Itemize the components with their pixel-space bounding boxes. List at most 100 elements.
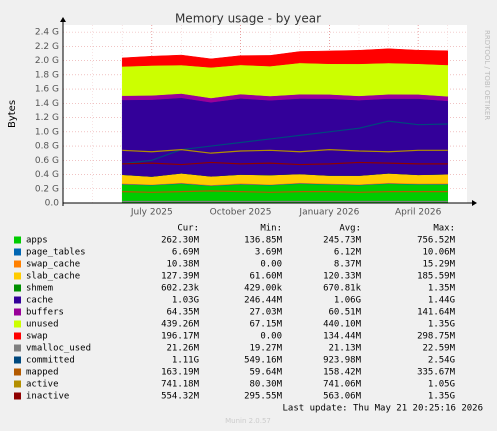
last-update: Last update: Thu May 21 20:25:16 2026	[283, 404, 483, 414]
legend-label: swap_cache	[26, 260, 80, 270]
legend-stat: 429.00k	[244, 284, 283, 294]
legend-stat: 59.64M	[249, 368, 282, 378]
legend-column-header: Avg:	[339, 224, 361, 234]
legend-stat: 554.32M	[161, 392, 200, 402]
series-line	[122, 120, 448, 165]
legend-label: shmem	[26, 284, 53, 294]
legend-label: cache	[26, 296, 53, 306]
legend-stat: 15.29M	[422, 260, 455, 270]
stack-area	[121, 48, 449, 68]
legend-stat: 563.06M	[323, 392, 362, 402]
version: Munin 2.0.57	[225, 417, 271, 425]
legend-column-header: Max:	[433, 224, 455, 234]
legend: Cur: Min: Avg: Max: apps 262.30M 136.85M 245.73…	[14, 224, 456, 402]
y-tick-label: 0.4 G	[35, 170, 59, 180]
legend-swatch	[14, 332, 21, 340]
legend-stat: 1.35G	[428, 392, 455, 402]
legend-swatch	[14, 392, 21, 400]
legend-swatch	[14, 236, 21, 244]
legend-stat: 10.38M	[166, 260, 199, 270]
y-tick-label: 1.8 G	[35, 70, 59, 80]
legend-stat: 1.11G	[172, 356, 199, 366]
legend-stat: 245.73M	[323, 236, 362, 246]
legend-stat: 295.55M	[244, 392, 283, 402]
areas	[121, 48, 449, 204]
y-tick-label: 1.6 G	[35, 85, 59, 95]
legend-swatch	[14, 356, 21, 364]
stack-area	[121, 183, 449, 204]
legend-stat: 741.06M	[323, 380, 362, 390]
legend-stat: 10.06M	[422, 248, 455, 258]
legend-stat: 262.30M	[161, 236, 200, 246]
legend-stat: 136.85M	[244, 236, 283, 246]
legend-label: unused	[26, 320, 59, 330]
legend-swatch	[14, 248, 21, 256]
x-tick-label: January 2026	[298, 208, 359, 218]
legend-stat: 196.17M	[161, 332, 200, 342]
legend-label: active	[26, 380, 59, 390]
series-line	[122, 148, 448, 154]
legend-label: vmalloc_used	[26, 344, 91, 354]
series-line	[122, 190, 448, 193]
series-line	[122, 161, 448, 166]
legend-swatch	[14, 296, 21, 304]
y-tick-label: 0.8 G	[35, 142, 59, 152]
legend-stat: 134.44M	[323, 332, 362, 342]
chart-title: Memory usage - by year	[175, 12, 321, 26]
y-tick-label: 1.2 G	[35, 113, 59, 123]
legend-swatch	[14, 320, 21, 328]
legend-stat: 27.03M	[249, 308, 282, 318]
legend-label: slab_cache	[26, 272, 80, 282]
y-tick-label: 2.4 G	[35, 28, 59, 38]
legend-swatch	[14, 368, 21, 376]
legend-swatch	[14, 380, 21, 388]
legend-column-header: Cur:	[177, 224, 199, 234]
lines	[122, 120, 448, 203]
x-tick-label: April 2026	[395, 208, 442, 218]
legend-stat: 602.23k	[161, 284, 200, 294]
x-tick-label: October 2025	[210, 208, 272, 218]
legend-stat: 670.81k	[323, 284, 362, 294]
legend-label: page_tables	[26, 248, 86, 258]
legend-stat: 1.06G	[334, 296, 361, 306]
legend-label: apps	[26, 236, 48, 246]
legend-stat: 1.35G	[428, 320, 455, 330]
y-tick-label: 0.6 G	[35, 156, 59, 166]
legend-stat: 1.03G	[172, 296, 199, 306]
legend-stat: 80.30M	[249, 380, 282, 390]
legend-stat: 246.44M	[244, 296, 283, 306]
legend-stat: 21.13M	[328, 344, 361, 354]
legend-stat: 6.12M	[334, 248, 362, 258]
legend-label: committed	[26, 356, 75, 366]
legend-swatch	[14, 308, 21, 316]
y-tick-label: 0.2 G	[35, 184, 59, 194]
legend-swatch	[14, 344, 21, 352]
legend-stat: 1.44G	[428, 296, 455, 306]
legend-stat: 6.69M	[172, 248, 200, 258]
legend-stat: 1.05G	[428, 380, 455, 390]
legend-stat: 67.15M	[249, 320, 282, 330]
legend-stat: 141.64M	[417, 308, 456, 318]
legend-label: inactive	[26, 392, 69, 402]
legend-label: buffers	[26, 308, 64, 318]
legend-stat: 21.26M	[166, 344, 199, 354]
legend-stat: 19.27M	[249, 344, 282, 354]
legend-stat: 440.10M	[323, 320, 362, 330]
legend-label: swap	[26, 332, 48, 342]
legend-stat: 22.59M	[422, 344, 455, 354]
legend-stat: 923.98M	[323, 356, 362, 366]
legend-stat: 0.00	[260, 332, 282, 342]
legend-stat: 3.69M	[255, 248, 283, 258]
legend-stat: 2.54G	[428, 356, 455, 366]
legend-stat: 127.39M	[161, 272, 200, 282]
legend-stat: 439.26M	[161, 320, 200, 330]
legend-stat: 741.18M	[161, 380, 200, 390]
legend-stat: 61.60M	[249, 272, 282, 282]
y-tick-label: 2.0 G	[35, 56, 59, 66]
labels: 0.0 0.2 G 0.4 G 0.6 G 0.8 G 1.0 G 1.2 G 1.4 G 1.…	[35, 28, 442, 218]
legend-stat: 335.67M	[417, 368, 456, 378]
stack-area	[121, 62, 449, 99]
y-tick-label: 1.4 G	[35, 99, 59, 109]
y-tick-label: 1.0 G	[35, 127, 59, 137]
